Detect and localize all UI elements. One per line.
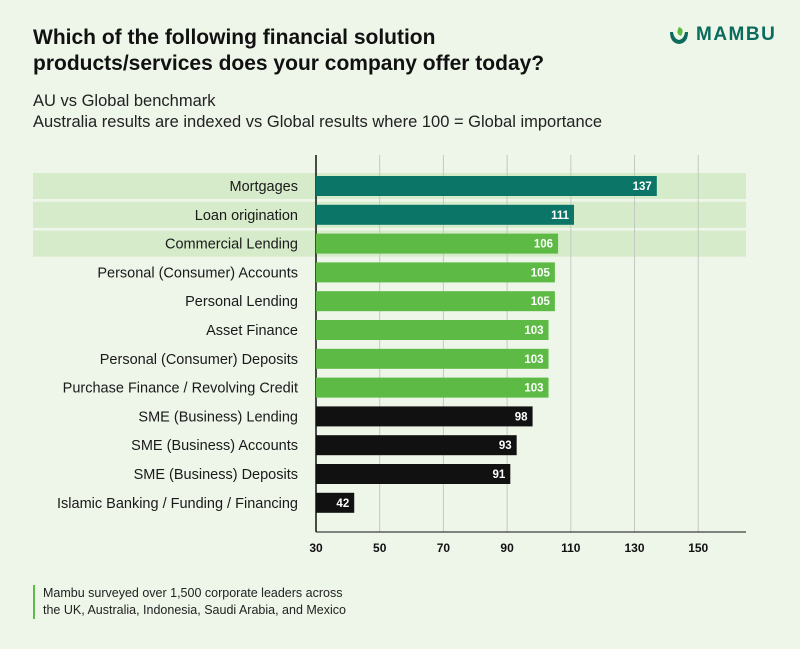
- survey-note: Mambu surveyed over 1,500 corporate lead…: [33, 585, 346, 619]
- bar-value-label: 98: [515, 411, 528, 423]
- category-label: SME (Business) Accounts: [131, 438, 298, 454]
- x-tick-label: 150: [688, 541, 708, 555]
- chart-title: Which of the following financial solutio…: [33, 26, 545, 75]
- bar-value-label: 93: [499, 440, 512, 452]
- category-label: SME (Business) Deposits: [134, 467, 298, 483]
- bar-value-label: 103: [524, 383, 543, 395]
- survey-note-line-2: the UK, Australia, Indonesia, Saudi Arab…: [43, 603, 346, 617]
- bar: [316, 176, 657, 196]
- category-label: SME (Business) Lending: [138, 409, 298, 425]
- x-tick-label: 130: [625, 541, 645, 555]
- bar: [316, 464, 511, 484]
- category-label: Commercial Lending: [165, 237, 298, 253]
- category-label: Asset Finance: [206, 323, 298, 339]
- bar: [316, 233, 559, 254]
- x-tick-label: 110: [561, 541, 581, 555]
- bar-value-label: 106: [534, 239, 553, 251]
- bar: [316, 377, 549, 398]
- x-tick-label: 70: [437, 541, 451, 555]
- mambu-leaf-icon: [670, 27, 688, 44]
- bar: [316, 492, 355, 513]
- brand-name: MAMBU: [696, 24, 777, 45]
- bar-value-label: 91: [492, 469, 505, 481]
- subtitle-line-1: AU vs Global benchmark: [33, 92, 216, 110]
- subtitle-line-2: Australia results are indexed vs Global …: [33, 113, 603, 131]
- bar: [316, 435, 517, 456]
- survey-note-line-1: Mambu surveyed over 1,500 corporate lead…: [43, 586, 343, 600]
- bar: [316, 406, 533, 427]
- bar: [316, 291, 555, 312]
- brand-logo: MAMBU: [668, 24, 776, 46]
- category-label: Personal (Consumer) Accounts: [97, 265, 298, 281]
- bar-value-label: 105: [531, 267, 551, 279]
- category-label: Purchase Finance / Revolving Credit: [63, 381, 298, 397]
- bar: [316, 204, 574, 225]
- category-label: Personal (Consumer) Deposits: [100, 352, 298, 368]
- category-label: Islamic Banking / Funding / Financing: [57, 496, 298, 512]
- bar-value-label: 137: [633, 181, 652, 193]
- category-label: Loan origination: [195, 208, 298, 224]
- x-tick-label: 30: [309, 541, 323, 555]
- bar-value-label: 105: [531, 296, 551, 308]
- x-tick-label: 50: [373, 541, 387, 555]
- x-tick-label: 90: [500, 541, 514, 555]
- bar: [316, 320, 549, 340]
- chart-subtitle: AU vs Global benchmark Australia results…: [33, 91, 602, 133]
- bar-value-label: 103: [524, 354, 543, 366]
- bar-value-label: 103: [524, 325, 543, 337]
- category-label: Personal Lending: [185, 294, 298, 310]
- bar-value-label: 42: [336, 498, 349, 510]
- bar: [316, 262, 555, 283]
- bar: [316, 348, 549, 369]
- category-label: Mortgages: [229, 179, 298, 195]
- bar-value-label: 111: [551, 210, 570, 222]
